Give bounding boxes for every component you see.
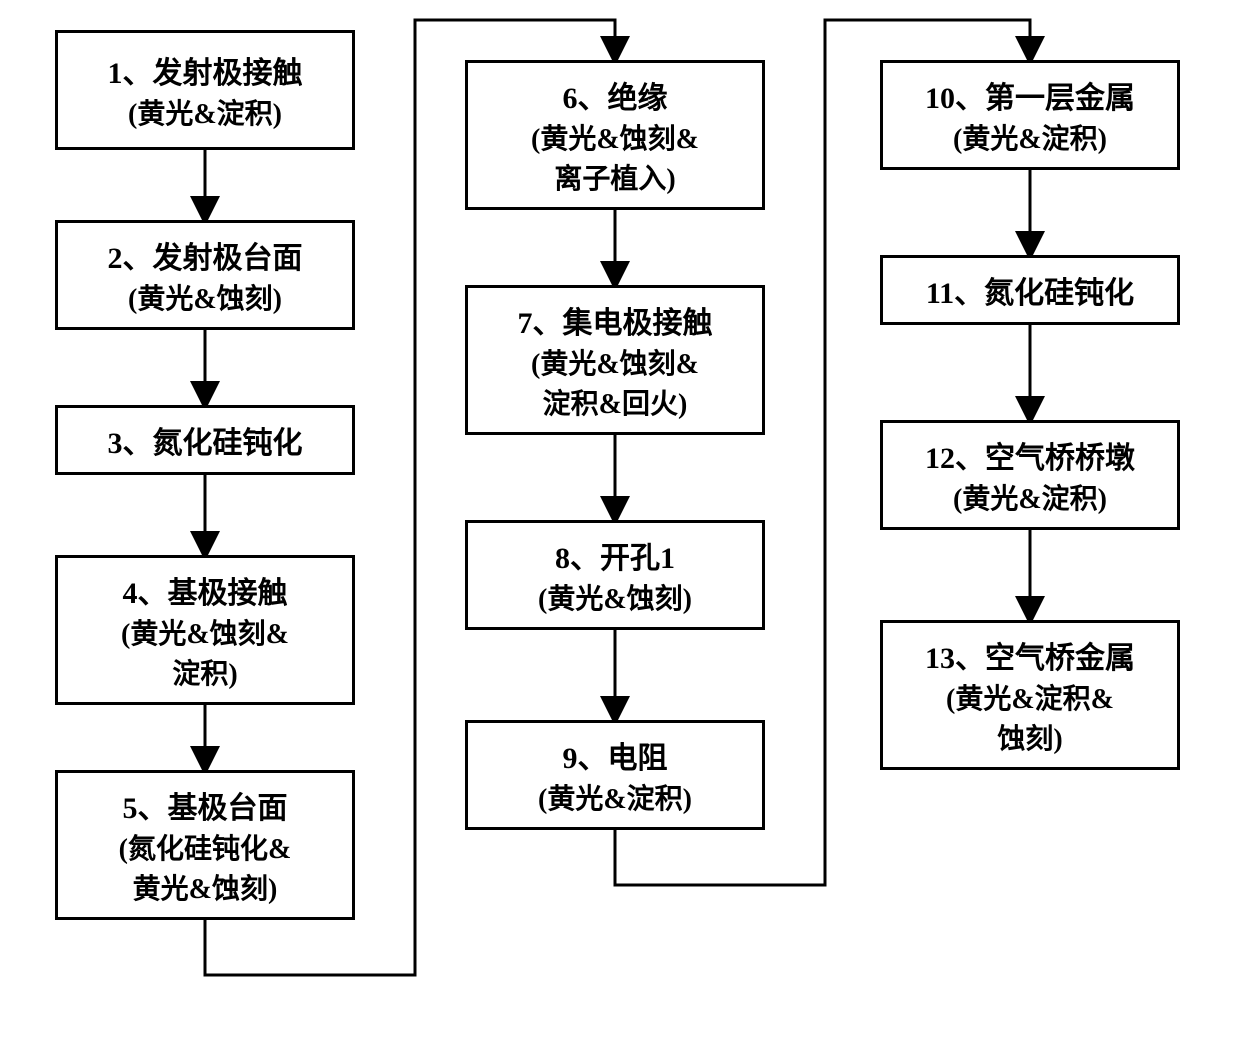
node-title: 4、基极接触: [123, 568, 288, 612]
node-sub: (黄光&淀积): [128, 92, 282, 132]
node-title: 8、开孔1: [555, 533, 675, 577]
node-title: 13、空气桥金属: [925, 633, 1135, 677]
node-title: 3、氮化硅钝化: [108, 418, 303, 462]
node-title: 7、集电极接触: [518, 298, 713, 342]
flowchart-node-n3: 3、氮化硅钝化: [55, 405, 355, 475]
flowchart-node-n4: 4、基极接触(黄光&蚀刻& 淀积): [55, 555, 355, 705]
node-title: 12、空气桥桥墩: [925, 433, 1135, 477]
flowchart-node-n2: 2、发射极台面(黄光&蚀刻): [55, 220, 355, 330]
node-title: 10、第一层金属: [925, 73, 1135, 117]
node-title: 5、基极台面: [123, 783, 288, 827]
node-sub: (黄光&蚀刻& 离子植入): [531, 117, 699, 197]
node-title: 1、发射极接触: [108, 48, 303, 92]
flowchart-node-n10: 10、第一层金属(黄光&淀积): [880, 60, 1180, 170]
node-sub: (黄光&淀积): [953, 477, 1107, 517]
node-title: 2、发射极台面: [108, 233, 303, 277]
flowchart-node-n1: 1、发射极接触(黄光&淀积): [55, 30, 355, 150]
node-sub: (黄光&淀积): [538, 777, 692, 817]
flowchart-node-n5: 5、基极台面(氮化硅钝化& 黄光&蚀刻): [55, 770, 355, 920]
node-sub: (黄光&蚀刻& 淀积&回火): [531, 342, 699, 422]
node-title: 6、绝缘: [563, 73, 668, 117]
flowchart-node-n13: 13、空气桥金属(黄光&淀积& 蚀刻): [880, 620, 1180, 770]
flowchart-node-n6: 6、绝缘(黄光&蚀刻& 离子植入): [465, 60, 765, 210]
flowchart-node-n12: 12、空气桥桥墩(黄光&淀积): [880, 420, 1180, 530]
node-sub: (黄光&蚀刻): [128, 277, 282, 317]
node-sub: (黄光&蚀刻& 淀积): [121, 612, 289, 692]
node-sub: (氮化硅钝化& 黄光&蚀刻): [119, 827, 292, 907]
flowchart-node-n11: 11、氮化硅钝化: [880, 255, 1180, 325]
node-sub: (黄光&淀积& 蚀刻): [946, 677, 1114, 757]
flowchart-node-n8: 8、开孔1(黄光&蚀刻): [465, 520, 765, 630]
flowchart-node-n7: 7、集电极接触(黄光&蚀刻& 淀积&回火): [465, 285, 765, 435]
flowchart-node-n9: 9、电阻(黄光&淀积): [465, 720, 765, 830]
node-sub: (黄光&淀积): [953, 117, 1107, 157]
node-title: 11、氮化硅钝化: [926, 268, 1134, 312]
node-title: 9、电阻: [563, 733, 668, 777]
node-sub: (黄光&蚀刻): [538, 577, 692, 617]
